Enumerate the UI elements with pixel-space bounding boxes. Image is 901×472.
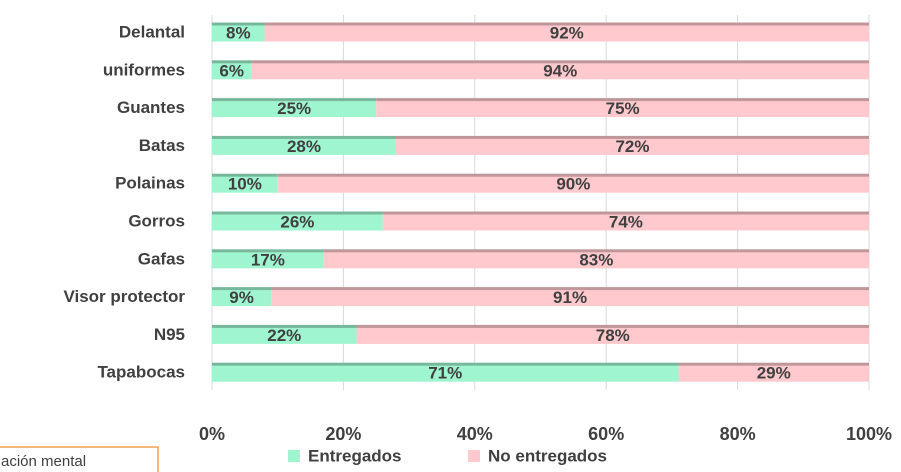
bar-edge [277,173,869,177]
data-label: 25% [277,99,311,118]
data-label: 74% [609,212,643,231]
bar-edge [264,22,869,26]
bar-segment [395,137,869,155]
bar-edge [212,98,377,102]
data-label: 22% [267,326,301,345]
data-label: 72% [615,137,649,156]
x-tick-label: 40% [457,424,493,444]
y-tick-label: Visor protector [63,287,185,306]
bar-segment [212,137,396,155]
bar-segment [212,251,324,269]
bar-segment [212,100,377,118]
y-tick-label: Batas [139,136,185,155]
data-label: 75% [606,99,640,118]
bar-segment [271,289,869,307]
annotation-box [0,446,159,472]
data-label: 28% [287,137,321,156]
x-tick-label: 60% [588,424,624,444]
data-label: 17% [251,250,285,269]
bar-edge [212,22,265,26]
data-label: 90% [556,175,590,194]
bar-segment [376,100,869,118]
bar-edge [251,60,870,64]
y-tick-label: Gafas [138,249,185,268]
data-label: 91% [553,288,587,307]
bar-edge [271,287,869,291]
x-tick-label: 80% [720,424,756,444]
data-label: 6% [219,61,244,80]
bar-segment [356,326,869,344]
bar-edge [212,135,396,139]
bar-edge [323,249,869,253]
legend-swatch [288,450,300,462]
bar-segment [212,213,383,231]
y-tick-label: Gorros [128,211,185,230]
bar-segment [212,62,252,80]
bar-segment [212,289,272,307]
data-label: 83% [579,250,613,269]
x-tick-label: 100% [846,424,892,444]
y-tick-label: uniformes [103,60,185,79]
annotation: ación mental [1,453,86,470]
y-tick-label: Delantal [119,22,185,41]
bar-edge [212,287,272,291]
y-tick-label: Tapabocas [97,363,185,382]
bar-edge [376,98,869,102]
y-tick-label: Guantes [117,98,185,117]
legend-swatch [468,450,480,462]
bar-segment [264,24,869,42]
bar-edge [382,211,869,215]
x-tick-label: 20% [325,424,361,444]
bar-edge [212,324,357,328]
bar-edge [678,362,869,366]
bar-edge [212,60,252,64]
data-label: 94% [543,61,577,80]
bar-edge [212,173,278,177]
data-label: 29% [757,364,791,383]
bar-edge [212,211,383,215]
bar-segment [678,364,869,382]
bar-segment [212,24,265,42]
bar-edge [212,362,679,366]
bar-edge [356,324,869,328]
y-tick-label: N95 [154,325,185,344]
bar-segment [212,175,278,193]
data-label: 26% [280,212,314,231]
data-label: 9% [229,288,254,307]
data-label: 8% [226,23,251,42]
data-label: 92% [550,23,584,42]
bar-segment [212,326,357,344]
bar-segment [277,175,869,193]
bar-segment [212,364,679,382]
data-label: 78% [596,326,630,345]
bar-edge [212,249,324,253]
bar-segment [382,213,869,231]
legend-label: Entregados [308,446,402,465]
bar-edge [395,135,869,139]
y-tick-label: Polainas [115,174,185,193]
bar-segment [323,251,869,269]
bar-segment [251,62,870,80]
data-label: 10% [228,175,262,194]
x-tick-label: 0% [199,424,225,444]
legend-label: No entregados [488,446,607,465]
data-label: 71% [428,364,462,383]
